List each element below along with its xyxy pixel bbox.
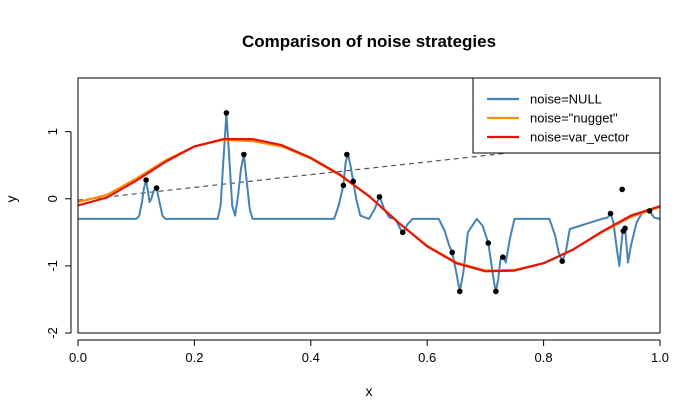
data-point	[143, 177, 149, 183]
data-point	[350, 178, 357, 185]
x-tick-label: 0.4	[302, 350, 320, 365]
x-tick-label: 0.6	[418, 350, 436, 365]
legend-label-1: noise="nugget"	[530, 111, 618, 126]
chart-title: Comparison of noise strategies	[242, 32, 496, 51]
legend-box	[472, 77, 661, 154]
data-point	[622, 225, 628, 232]
data-point	[607, 210, 614, 217]
data-point	[456, 288, 463, 295]
legend: noise=NULL noise="nugget" noise=var_vector	[472, 77, 661, 154]
data-point	[449, 249, 456, 256]
x-axis: 0.0 0.2 0.4 0.6 0.8 1.0	[69, 339, 669, 365]
x-axis-label: x	[366, 383, 373, 399]
data-point	[241, 151, 247, 158]
x-tick-label: 0.2	[185, 350, 203, 365]
y-tick-label: -2	[45, 327, 60, 339]
series-line-2	[78, 138, 660, 273]
plot-frame	[77, 77, 661, 334]
y-tick-label: 0	[45, 195, 60, 202]
data-point	[344, 151, 350, 158]
data-point	[485, 240, 492, 246]
data-point	[493, 288, 499, 295]
data-point	[619, 186, 625, 193]
data-point	[340, 182, 347, 189]
y-axis: -2 -1 0 1	[45, 128, 72, 339]
data-point	[153, 185, 160, 191]
x-tick-label: 0.8	[535, 350, 553, 365]
legend-label-2: noise=var_vector	[530, 130, 630, 145]
data-point	[399, 229, 406, 236]
data-point	[646, 208, 653, 214]
legend-label-0: noise=NULL	[530, 92, 602, 107]
x-tick-label: 0.0	[69, 350, 87, 365]
y-tick-label: -1	[45, 260, 60, 272]
data-point	[376, 193, 383, 200]
data-point	[223, 110, 230, 116]
x-tick-label: 1.0	[651, 350, 669, 365]
data-point	[500, 254, 506, 260]
data-point	[559, 258, 566, 264]
y-axis-label: y	[3, 196, 19, 203]
y-tick-label: 1	[45, 128, 60, 135]
